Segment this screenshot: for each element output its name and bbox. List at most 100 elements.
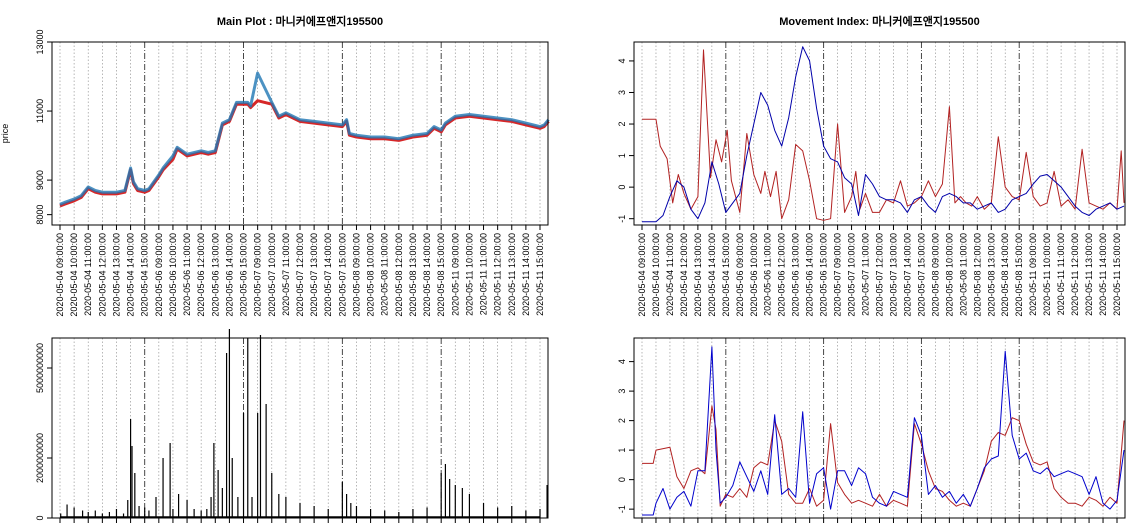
x-tick-label: 2020-05-08 14:00:00 (1000, 233, 1010, 317)
y-tick-label: 11000 (35, 99, 45, 123)
x-tick-label: 2020-05-11 15:00:00 (535, 233, 545, 316)
x-tick-label: 2020-05-11 11:00:00 (1056, 233, 1066, 315)
x-tick-label: 2020-05-11 10:00:00 (1042, 233, 1052, 316)
x-tick-label: 2020-05-11 09:00:00 (450, 233, 460, 316)
x-tick-label: 2020-05-06 10:00:00 (749, 233, 759, 317)
y-tick-label: -1 (617, 215, 627, 223)
x-tick-label: 2020-05-06 11:00:00 (182, 233, 192, 316)
x-tick-label: 2020-05-06 12:00:00 (777, 233, 787, 317)
x-tick-label: 2020-05-08 09:00:00 (351, 233, 361, 317)
x-tick-label: 2020-05-11 12:00:00 (1070, 233, 1080, 316)
x-tick-label: 2020-05-07 11:00:00 (861, 233, 871, 316)
x-tick-label: 2020-05-08 10:00:00 (944, 233, 954, 317)
x-tick-label: 2020-05-04 11:00:00 (83, 233, 93, 316)
y-tick-label: 3 (617, 90, 627, 95)
main_plot-panel: 8000 9000 11000 13000 2020-05-04 09:00:00 202… (0, 14, 550, 317)
x-tick-label: 2020-05-04 14:00:00 (126, 233, 136, 317)
y-tick-label: -1 (617, 505, 627, 513)
x-tick-label: 2020-05-11 13:00:00 (1084, 233, 1094, 316)
x-tick-label: 2020-05-08 15:00:00 (1014, 233, 1024, 317)
x-tick-label: 2020-05-07 14:00:00 (902, 233, 912, 317)
x-tick-label: 2020-05-08 14:00:00 (422, 233, 432, 317)
x-tick-label: 2020-05-07 12:00:00 (295, 233, 305, 317)
x-tick-label: 2020-05-04 12:00:00 (679, 233, 689, 317)
movement_index_bottom-series-line (642, 405, 1125, 507)
y-tick-label: 2000000000 (35, 433, 45, 483)
x-tick-label: 2020-05-07 09:00:00 (253, 233, 263, 317)
x-tick-label: 2020-05-04 15:00:00 (721, 233, 731, 317)
x-tick-label: 2020-05-08 11:00:00 (958, 233, 968, 316)
x-tick-label: 2020-05-06 15:00:00 (239, 233, 249, 317)
x-tick-label: 2020-05-04 14:00:00 (707, 233, 717, 317)
y-tick-label: 3 (617, 389, 627, 394)
x-tick-label: 2020-05-06 13:00:00 (210, 233, 220, 317)
y-tick-label: 0 (617, 185, 627, 190)
x-tick-label: 2020-05-08 11:00:00 (380, 233, 390, 316)
x-tick-label: 2020-05-08 09:00:00 (930, 233, 940, 317)
x-tick-label: 2020-05-11 15:00:00 (1112, 233, 1122, 316)
x-tick-label: 2020-05-06 12:00:00 (196, 233, 206, 317)
x-tick-label: 2020-05-11 11:00:00 (479, 233, 489, 315)
y-tick-label: 1 (617, 448, 627, 453)
x-tick-label: 2020-05-06 15:00:00 (819, 233, 829, 317)
x-tick-label: 2020-05-04 13:00:00 (111, 233, 121, 317)
x-tick-label: 2020-05-04 10:00:00 (69, 233, 79, 317)
x-tick-label: 2020-05-06 10:00:00 (168, 233, 178, 317)
x-tick-label: 2020-05-04 09:00:00 (637, 233, 647, 317)
x-tick-label: 2020-05-04 11:00:00 (665, 233, 675, 316)
x-tick-label: 2020-05-06 14:00:00 (805, 233, 815, 317)
movement_index_top-series-line (642, 46, 1125, 223)
x-tick-label: 2020-05-07 15:00:00 (916, 233, 926, 317)
x-tick-label: 2020-05-04 15:00:00 (140, 233, 150, 317)
y-tick-label: 13000 (35, 29, 45, 54)
x-tick-label: 2020-05-11 12:00:00 (493, 233, 503, 316)
x-tick-label: 2020-05-07 11:00:00 (281, 233, 291, 316)
y-tick-label: 9000 (35, 170, 45, 190)
x-tick-label: 2020-05-08 13:00:00 (408, 233, 418, 317)
x-tick-label: 2020-05-08 13:00:00 (986, 233, 996, 317)
x-tick-label: 2020-05-11 14:00:00 (1098, 233, 1108, 316)
x-tick-label: 2020-05-08 12:00:00 (972, 233, 982, 317)
x-tick-label: 2020-05-11 13:00:00 (507, 233, 517, 316)
x-tick-label: 2020-05-06 14:00:00 (224, 233, 234, 317)
x-tick-label: 2020-05-08 15:00:00 (436, 233, 446, 317)
plot-frame (51, 337, 549, 519)
x-tick-label: 2020-05-07 14:00:00 (323, 233, 333, 317)
volume_plot-panel: 0 2000000000 5000000000 (35, 329, 549, 523)
y-axis-label: price (0, 124, 10, 144)
x-tick-label: 2020-05-08 10:00:00 (366, 233, 376, 317)
x-tick-label: 2020-05-04 13:00:00 (693, 233, 703, 317)
x-tick-label: 2020-05-07 10:00:00 (267, 233, 277, 317)
movement_index_top-series-line (642, 49, 1125, 221)
y-tick-label: 5000000000 (35, 343, 45, 393)
x-tick-label: 2020-05-07 13:00:00 (888, 233, 898, 317)
y-tick-label: 4 (617, 58, 627, 63)
x-tick-label: 2020-05-11 10:00:00 (464, 233, 474, 316)
x-tick-label: 2020-05-07 09:00:00 (833, 233, 843, 317)
x-tick-label: 2020-05-07 10:00:00 (847, 233, 857, 317)
y-tick-label: 1 (617, 153, 627, 158)
movement_index_top-panel: -1 0 1 2 3 4 2020-05-04 09:00:00 2020-05-04 10:… (617, 14, 1126, 317)
x-tick-label: 2020-05-07 12:00:00 (875, 233, 885, 317)
y-tick-label: 2 (617, 122, 627, 127)
x-tick-label: 2020-05-06 09:00:00 (735, 233, 745, 317)
y-tick-label: 2 (617, 418, 627, 423)
x-tick-label: 2020-05-06 09:00:00 (154, 233, 164, 317)
x-tick-label: 2020-05-06 11:00:00 (763, 233, 773, 316)
y-tick-label: 0 (617, 477, 627, 482)
y-tick-label: 4 (617, 359, 627, 364)
x-tick-label: 2020-05-07 15:00:00 (337, 233, 347, 317)
x-tick-label: 2020-05-11 09:00:00 (1028, 233, 1038, 316)
y-tick-label: 0 (35, 515, 45, 520)
y-tick-label: 8000 (35, 205, 45, 225)
x-tick-label: 2020-05-06 13:00:00 (791, 233, 801, 317)
x-tick-label: 2020-05-08 12:00:00 (394, 233, 404, 317)
chart-title: Main Plot : 마니커에프앤지195500 (217, 14, 383, 28)
x-tick-label: 2020-05-11 14:00:00 (521, 233, 531, 316)
x-tick-label: 2020-05-07 13:00:00 (309, 233, 319, 317)
x-tick-label: 2020-05-04 09:00:00 (55, 233, 65, 317)
chart-title: Movement Index: 마니커에프앤지195500 (779, 14, 979, 28)
x-tick-label: 2020-05-04 10:00:00 (651, 233, 661, 317)
movement_index_bottom-series-line (642, 346, 1125, 516)
